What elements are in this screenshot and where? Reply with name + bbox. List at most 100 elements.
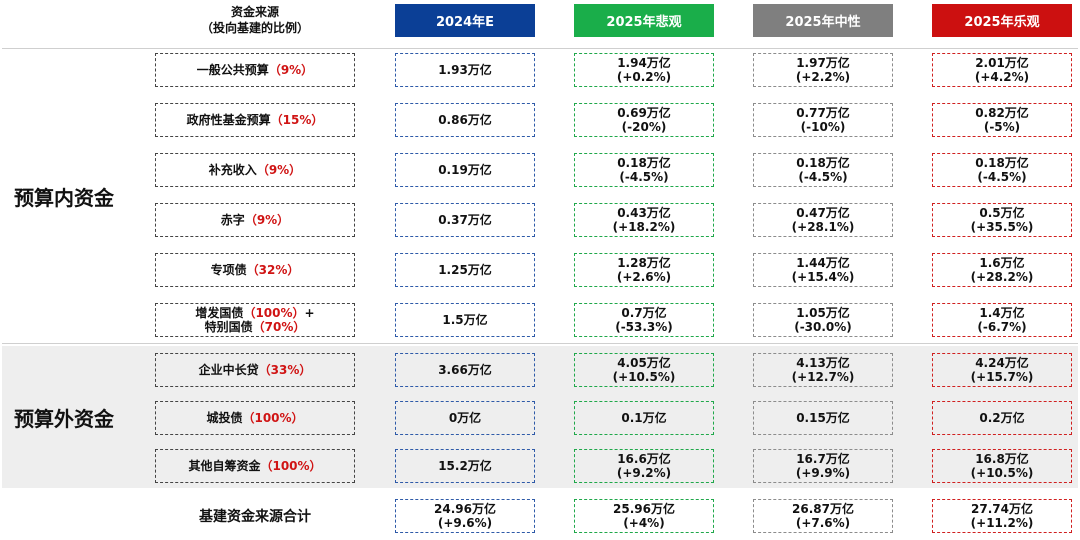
value-amount: 0.5万亿 xyxy=(979,206,1025,220)
total-value-cell: 26.87万亿 (+7.6%) xyxy=(753,499,893,533)
total-change: (+7.6%) xyxy=(795,516,851,530)
value-amount: 0.7万亿 xyxy=(621,306,667,320)
source-cell: 其他自筹资金（100%） xyxy=(155,449,355,483)
source-ratio: （9%） xyxy=(244,213,290,227)
value-cell: 16.6万亿 (+9.2%) xyxy=(574,449,714,483)
value-cell: 0.37万亿 xyxy=(395,203,535,237)
value-cell: 0万亿 xyxy=(395,401,535,435)
source-name-line: 赤字（9%） xyxy=(221,213,289,227)
source-ratio: （9%） xyxy=(256,163,302,177)
value-change: (+35.5%) xyxy=(970,220,1034,234)
value-cell: 15.2万亿 xyxy=(395,449,535,483)
source-name: 政府性基金预算 xyxy=(186,113,271,127)
value-cell: 1.28万亿 (+2.6%) xyxy=(574,253,714,287)
value-change: (+18.2%) xyxy=(612,220,676,234)
value-amount: 2.01万亿 xyxy=(975,56,1029,70)
value-amount: 0.82万亿 xyxy=(975,106,1029,120)
source-name-line: 政府性基金预算（15%） xyxy=(187,113,324,127)
source-name: 专项债 xyxy=(210,263,247,277)
source-name: 补充收入 xyxy=(208,163,257,177)
source-name-line: 特别国债（70%） xyxy=(205,320,306,334)
value-cell: 0.77万亿 (-10%) xyxy=(753,103,893,137)
source-cell: 补充收入（9%） xyxy=(155,153,355,187)
total-label: 基建资金来源合计 xyxy=(199,509,311,525)
source-name: 企业中长贷 xyxy=(198,363,259,377)
value-cell: 1.97万亿 (+2.2%) xyxy=(753,53,893,87)
section-label-in-budget: 预算内资金 xyxy=(14,186,114,210)
value-cell: 0.2万亿 xyxy=(932,401,1072,435)
total-amount: 24.96万亿 xyxy=(434,502,496,516)
value-change: (-53.3%) xyxy=(615,320,673,334)
value-cell: 1.4万亿 (-6.7%) xyxy=(932,303,1072,337)
value-change: (+9.9%) xyxy=(795,466,851,480)
value-amount: 0.86万亿 xyxy=(438,113,492,127)
value-amount: 1.25万亿 xyxy=(438,263,492,277)
value-change: (+2.6%) xyxy=(616,270,672,284)
value-amount: 0.1万亿 xyxy=(621,411,667,425)
value-change: (+15.7%) xyxy=(970,370,1034,384)
value-amount: 1.93万亿 xyxy=(438,63,492,77)
value-amount: 0.15万亿 xyxy=(796,411,850,425)
value-amount: 3.66万亿 xyxy=(438,363,492,377)
value-amount: 1.44万亿 xyxy=(796,256,850,270)
source-ratio: （32%） xyxy=(246,263,300,277)
value-change: (+12.7%) xyxy=(791,370,855,384)
source-cell: 专项债（32%） xyxy=(155,253,355,287)
value-change: (+0.2%) xyxy=(616,70,672,84)
value-amount: 0.37万亿 xyxy=(438,213,492,227)
total-value-cell: 24.96万亿 (+9.6%) xyxy=(395,499,535,533)
value-cell: 4.05万亿 (+10.5%) xyxy=(574,353,714,387)
source-cell: 城投债（100%） xyxy=(155,401,355,435)
value-change: (+10.5%) xyxy=(970,466,1034,480)
value-change: (+9.2%) xyxy=(616,466,672,480)
value-amount: 1.28万亿 xyxy=(617,256,671,270)
value-change: (+28.1%) xyxy=(791,220,855,234)
source-cell: 企业中长贷（33%） xyxy=(155,353,355,387)
source-name-line: 一般公共预算（9%） xyxy=(197,63,313,77)
value-cell: 1.6万亿 (+28.2%) xyxy=(932,253,1072,287)
value-amount: 0.43万亿 xyxy=(617,206,671,220)
source-name: 一般公共预算 xyxy=(196,63,269,77)
source-name: 其他自筹资金 xyxy=(188,459,261,473)
value-amount: 0.69万亿 xyxy=(617,106,671,120)
value-amount: 0万亿 xyxy=(448,411,482,425)
value-change: (-30.0%) xyxy=(794,320,852,334)
source-name: 城投债 xyxy=(206,411,243,425)
total-change: (+4%) xyxy=(623,516,665,530)
in-budget-band xyxy=(2,48,1078,344)
value-amount: 16.8万亿 xyxy=(975,452,1029,466)
value-cell: 4.13万亿 (+12.7%) xyxy=(753,353,893,387)
value-cell: 1.5万亿 xyxy=(395,303,535,337)
total-amount: 25.96万亿 xyxy=(613,502,675,516)
value-amount: 15.2万亿 xyxy=(438,459,492,473)
column-header-2025-neutral: 2025年中性 xyxy=(753,4,893,37)
value-amount: 0.18万亿 xyxy=(617,156,671,170)
value-amount: 16.6万亿 xyxy=(617,452,671,466)
value-amount: 0.47万亿 xyxy=(796,206,850,220)
source-ratio: （70%） xyxy=(252,320,306,334)
value-amount: 0.19万亿 xyxy=(438,163,492,177)
source-name: 增发国债 xyxy=(195,306,244,320)
value-cell: 0.43万亿 (+18.2%) xyxy=(574,203,714,237)
value-amount: 1.97万亿 xyxy=(796,56,850,70)
value-cell: 4.24万亿 (+15.7%) xyxy=(932,353,1072,387)
value-cell: 1.25万亿 xyxy=(395,253,535,287)
value-cell: 0.18万亿 (-4.5%) xyxy=(753,153,893,187)
total-change: (+11.2%) xyxy=(970,516,1034,530)
value-cell: 1.94万亿 (+0.2%) xyxy=(574,53,714,87)
total-value-cell: 25.96万亿 (+4%) xyxy=(574,499,714,533)
value-cell: 16.8万亿 (+10.5%) xyxy=(932,449,1072,483)
value-change: (-5%) xyxy=(983,120,1021,134)
value-amount: 1.6万亿 xyxy=(979,256,1025,270)
total-amount: 26.87万亿 xyxy=(792,502,854,516)
value-cell: 0.5万亿 (+35.5%) xyxy=(932,203,1072,237)
source-cell: 一般公共预算（9%） xyxy=(155,53,355,87)
source-name-line: 增发国债（100%）+ xyxy=(195,306,314,320)
column-header-2024e: 2024年E xyxy=(395,4,535,37)
value-amount: 0.2万亿 xyxy=(979,411,1025,425)
value-change: (+10.5%) xyxy=(612,370,676,384)
total-value-cell: 27.74万亿 (+11.2%) xyxy=(932,499,1072,533)
value-amount: 1.94万亿 xyxy=(617,56,671,70)
value-cell: 0.7万亿 (-53.3%) xyxy=(574,303,714,337)
value-amount: 16.7万亿 xyxy=(796,452,850,466)
